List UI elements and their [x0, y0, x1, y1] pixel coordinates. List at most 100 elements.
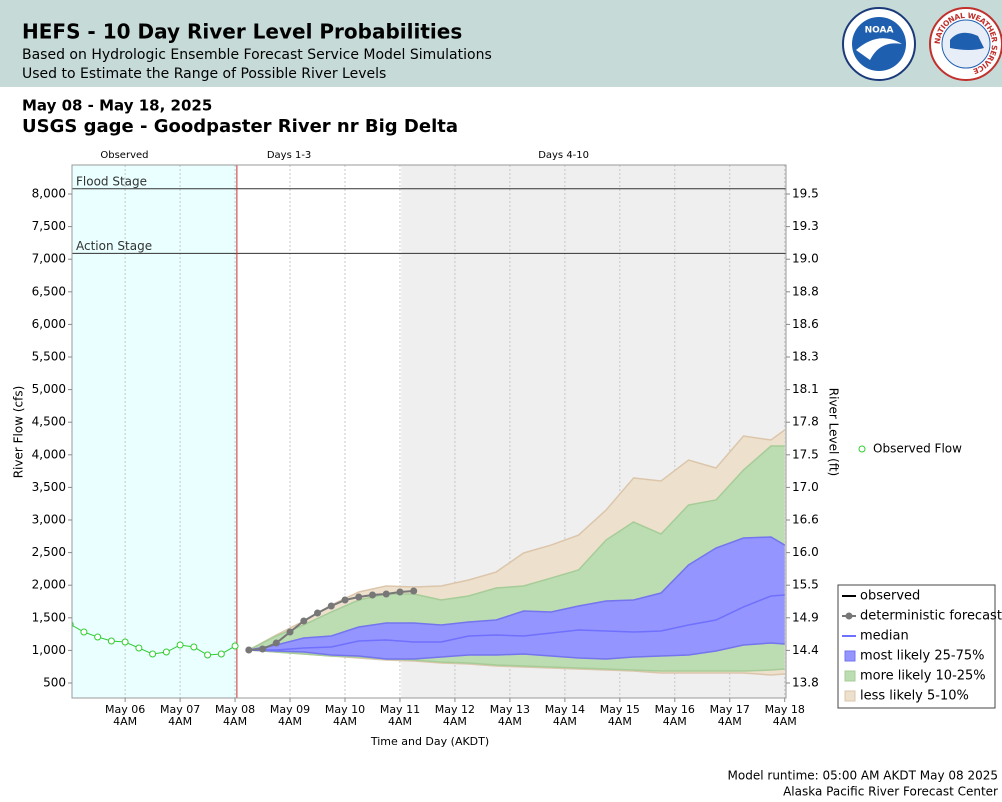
y2-tick-label: 18.3	[792, 350, 819, 364]
y-tick-label: 2,000	[32, 578, 66, 592]
x-tick-time: 4AM	[773, 715, 797, 728]
legend-label: Observed Flow	[873, 442, 962, 456]
x-tick-label: May 11	[380, 703, 420, 716]
x-tick-time: 4AM	[443, 715, 467, 728]
median-line	[248, 594, 785, 651]
y-tick-label: 4,000	[32, 447, 66, 461]
logo-text: NOAA	[865, 26, 894, 36]
y2-tick-label: 13.8	[792, 676, 819, 690]
y2-tick-label: 18.8	[792, 284, 819, 298]
y2-tick-label: 16.0	[792, 545, 819, 559]
deterministic-point	[300, 617, 308, 625]
observed-point	[80, 628, 88, 636]
observed-point	[94, 633, 102, 641]
y-tick-label: 5,000	[32, 382, 66, 396]
x-tick-label: May 15	[600, 703, 640, 716]
legend-label: more likely 10-25%	[860, 669, 986, 684]
x-tick-time: 4AM	[113, 715, 137, 728]
x-tick-time: 4AM	[718, 715, 742, 728]
y2-tick-label: 17.8	[792, 415, 819, 429]
legend-label: less likely 5-10%	[860, 689, 969, 704]
chart-title: HEFS - 10 Day River Level Probabilities	[22, 20, 462, 44]
observed-point	[190, 643, 198, 651]
y-tick-label: 3,500	[32, 480, 66, 494]
y2-tick-label: 17.5	[792, 447, 819, 461]
deterministic-point	[355, 593, 363, 601]
plot-frame	[71, 164, 787, 699]
observed-point	[217, 650, 225, 658]
x-tick-time: 4AM	[168, 715, 192, 728]
subtitle: Based on Hydrologic Ensemble Forecast Se…	[22, 47, 492, 63]
y2-tick-label: 19.0	[792, 252, 819, 266]
y2-tick-label: 19.3	[792, 219, 819, 233]
legend-label: median	[860, 629, 909, 644]
logo-cloud	[950, 32, 984, 50]
x-axis-title: Time and Day (AKDT)	[370, 735, 489, 748]
x-tick-time: 4AM	[388, 715, 412, 728]
deterministic-point	[259, 645, 267, 653]
logo-gull	[856, 38, 902, 60]
legend-symbol	[844, 670, 856, 682]
x-tick-label: May 09	[270, 703, 310, 716]
threshold-label: Flood Stage	[76, 174, 147, 188]
y2-tick-label: 14.9	[792, 610, 819, 624]
deterministic-point	[314, 609, 322, 617]
x-tick-time: 4AM	[333, 715, 357, 728]
x-tick-time: 4AM	[278, 715, 302, 728]
legend-label: deterministic forecast	[860, 609, 1002, 624]
legend-symbol	[845, 612, 853, 620]
x-tick-time: 4AM	[553, 715, 577, 728]
footer: Alaska Pacific River Forecast Center	[783, 785, 998, 799]
observed-point	[135, 644, 143, 652]
x-tick-label: May 10	[325, 703, 365, 716]
region-label: Days 4-10	[538, 150, 589, 161]
observed-point	[204, 651, 212, 659]
observed-point	[107, 637, 115, 645]
x-tick-label: May 14	[545, 703, 585, 716]
deterministic-point	[327, 602, 335, 610]
y-tick-label: 1,000	[32, 643, 66, 657]
y-tick-label: 7,000	[32, 252, 66, 266]
noaa-logo: NOAA	[842, 7, 916, 81]
band-edge	[248, 649, 785, 672]
deterministic-point	[272, 639, 280, 647]
threshold-label: Action Stage	[76, 239, 152, 253]
y2-tick-label: 16.6	[792, 513, 819, 527]
legend-label: most likely 25-75%	[860, 649, 984, 664]
y2-tick-label: 18.1	[792, 382, 819, 396]
observed-point	[231, 642, 239, 650]
deterministic-point	[341, 596, 349, 604]
y-tick-label: 500	[43, 676, 66, 690]
deterministic-point	[286, 628, 294, 636]
x-tick-label: May 17	[710, 703, 750, 716]
y-tick-label: 7,500	[32, 219, 66, 233]
plot-area	[72, 165, 786, 698]
observed-point	[176, 641, 184, 649]
legend-box	[837, 584, 996, 709]
y-tick-label: 6,500	[32, 284, 66, 298]
band-edge	[248, 429, 786, 651]
location: USGS gage - Goodpaster River nr Big Delt…	[22, 116, 458, 137]
y-tick-label: 1,500	[32, 610, 66, 624]
y2-tick-label: 15.5	[792, 578, 819, 592]
legend-label: observed	[860, 589, 920, 604]
observed-point	[121, 638, 129, 646]
y2-tick-label: 14.4	[792, 643, 819, 657]
nws-logo: NATIONAL WEATHER SERVICE	[929, 7, 1002, 81]
footer: Model runtime: 05:00 AM AKDT May 08 2025	[728, 769, 998, 783]
x-tick-label: May 08	[215, 703, 255, 716]
band-edge	[248, 642, 785, 660]
date-range: May 08 - May 18, 2025	[22, 97, 212, 115]
x-tick-time: 4AM	[608, 715, 632, 728]
header-band	[0, 0, 1002, 87]
region-label: Days 1-3	[267, 150, 311, 161]
x-tick-label: May 06	[105, 703, 145, 716]
y-tick-label: 3,000	[32, 513, 66, 527]
region-label: Observed	[100, 150, 148, 161]
y-tick-label: 4,500	[32, 415, 66, 429]
legend-symbol	[858, 445, 866, 453]
x-tick-time: 4AM	[663, 715, 687, 728]
legend-symbol	[844, 690, 856, 702]
